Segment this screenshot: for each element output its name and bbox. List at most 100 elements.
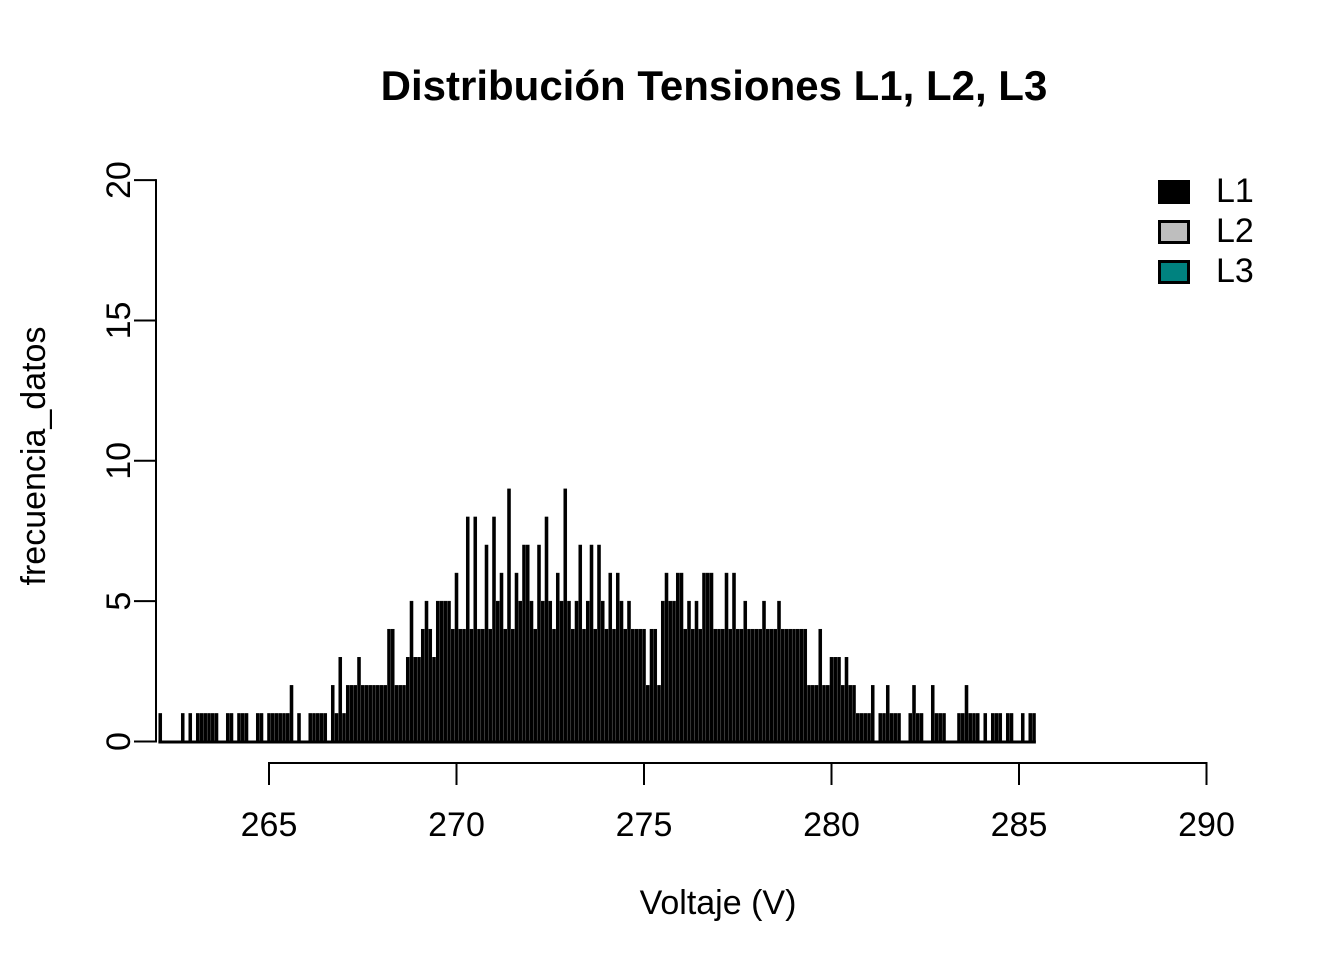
histogram-bar: [537, 544, 541, 742]
y-tick-label: 20: [100, 161, 138, 199]
histogram-bar: [983, 713, 988, 742]
histogram-bar: [634, 628, 639, 742]
histogram-bar: [657, 685, 661, 742]
histogram-bar: [769, 628, 774, 742]
histogram-bar: [289, 685, 294, 742]
histogram-bar: [739, 628, 744, 742]
histogram-bar: [540, 600, 545, 742]
legend-swatch-l3: [1158, 259, 1190, 284]
histogram-bar: [473, 516, 478, 742]
histogram-bar: [589, 544, 594, 742]
histogram-bar: [705, 572, 710, 742]
histogram-bar: [484, 544, 489, 742]
histogram-bar: [915, 713, 920, 742]
histogram-bar: [859, 713, 864, 742]
histogram-bar: [443, 600, 448, 742]
histogram-bar: [897, 713, 901, 742]
histogram-bar: [244, 713, 249, 742]
histogram-bar: [503, 628, 508, 742]
histogram-bar: [507, 488, 511, 742]
histogram-bar: [390, 628, 395, 742]
histogram-bar: [582, 628, 586, 742]
histogram-bar: [837, 657, 841, 742]
histogram-bar: [203, 713, 208, 742]
histogram-bar: [627, 600, 631, 742]
histogram-bar: [597, 544, 601, 742]
histogram-bar: [255, 713, 260, 742]
histogram-bar: [210, 713, 215, 742]
histogram-bar: [814, 685, 819, 742]
legend-label-l1: L1: [1216, 172, 1254, 210]
histogram-bar: [345, 685, 350, 742]
x-tick-label: 285: [991, 806, 1048, 844]
histogram-bar: [387, 628, 391, 742]
histogram-bar: [690, 628, 695, 742]
histogram-bar: [867, 713, 871, 742]
histogram-bar: [938, 713, 943, 742]
histogram-bar: [649, 628, 654, 742]
histogram-bar: [353, 685, 358, 742]
histogram-bar: [829, 657, 834, 742]
histogram-bar: [342, 713, 346, 742]
histogram-bar: [852, 685, 856, 742]
histogram-bar: [267, 713, 271, 742]
histogram-bar: [675, 572, 680, 742]
legend-item-l3: L3: [1158, 254, 1254, 288]
histogram-bar: [357, 657, 361, 742]
histogram-bar: [784, 628, 789, 742]
histogram-bar: [525, 544, 530, 742]
histogram-bar: [522, 544, 526, 742]
histogram-bar: [687, 600, 691, 742]
histogram-bar: [795, 628, 800, 742]
histogram-bar: [533, 628, 538, 742]
histogram-bar: [383, 685, 388, 742]
histogram-bar: [615, 572, 620, 742]
histogram-bar: [754, 628, 759, 742]
histogram-bar: [735, 628, 740, 742]
histogram-bar: [428, 628, 433, 742]
histogram-bar: [450, 628, 455, 742]
y-tick-label: 15: [100, 302, 138, 340]
histogram-bar: [702, 572, 706, 742]
histogram-bar: [180, 713, 185, 742]
histogram-bar: [417, 657, 421, 742]
histogram-bar: [780, 628, 785, 742]
histogram-bar: [934, 713, 939, 742]
histogram-bar: [477, 628, 481, 742]
histogram-bar: [660, 600, 665, 742]
histogram-bar: [518, 600, 523, 742]
histogram-bar: [930, 685, 935, 742]
histogram-bar: [278, 713, 283, 742]
histogram-bar: [942, 713, 946, 742]
histogram-bar: [229, 713, 234, 742]
histogram-bar: [454, 572, 459, 742]
histogram-bar: [435, 600, 440, 742]
histogram-bar: [578, 544, 583, 742]
histogram-bar: [574, 600, 579, 742]
histogram-bar: [743, 600, 748, 742]
histogram-bar: [585, 600, 590, 742]
histogram-bar: [882, 713, 886, 742]
histogram-bar: [495, 600, 500, 742]
histogram-bar: [499, 572, 504, 742]
histogram-bar: [919, 713, 924, 742]
x-tick-label: 290: [1178, 806, 1235, 844]
x-axis-label: Voltaje (V): [639, 884, 797, 922]
histogram-bar: [240, 713, 245, 742]
histogram-bar: [619, 600, 624, 742]
histogram-bar: [765, 628, 770, 742]
histogram-bar: [889, 713, 894, 742]
histogram-bar: [420, 628, 425, 742]
histogram-bar: [368, 685, 373, 742]
x-tick-label: 270: [428, 806, 485, 844]
histogram-bar: [274, 713, 279, 742]
histogram-bar: [1032, 713, 1036, 742]
histogram-bar: [319, 713, 324, 742]
histogram-bar: [1005, 713, 1010, 742]
y-tick-label: 5: [100, 592, 138, 611]
histogram-bar: [664, 572, 669, 742]
histogram-bar: [840, 685, 845, 742]
histogram-bar: [653, 628, 658, 742]
